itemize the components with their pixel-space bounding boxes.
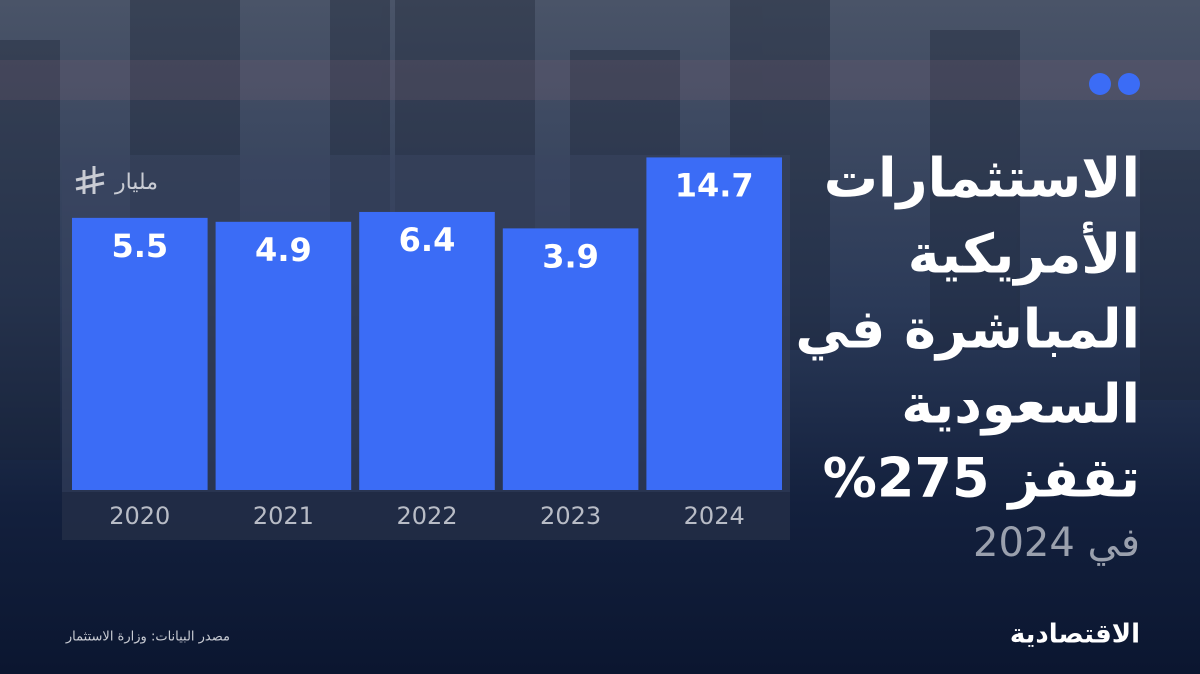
- value-label: 5.5: [111, 227, 168, 265]
- logo: الاقتصادية: [1010, 620, 1140, 650]
- title-line: المباشرة في: [795, 298, 1140, 361]
- bar: [359, 211, 495, 490]
- bar: [502, 228, 639, 490]
- source: مصدر البيانات: وزارة الاستثمار: [65, 630, 230, 645]
- value-label: 14.7: [675, 166, 754, 204]
- x-tick-label: 2021: [253, 502, 314, 530]
- x-tick-label: 2022: [396, 502, 457, 530]
- bar: [72, 217, 208, 491]
- riyal-symbol: [75, 166, 105, 194]
- x-tick-label: 2023: [540, 502, 601, 530]
- value-label: 3.9: [542, 237, 599, 275]
- dot: [1118, 73, 1140, 95]
- bar: [215, 221, 352, 490]
- flag-stripe: [0, 60, 1200, 100]
- title-line: السعودية: [901, 373, 1140, 436]
- x-tick-label: 2020: [109, 502, 170, 530]
- unit-label: مليار: [114, 170, 158, 195]
- value-label: 4.9: [255, 231, 312, 269]
- bar: [646, 157, 782, 490]
- dot: [1089, 73, 1111, 95]
- title: الاستثمارات الأمريكية المباشرة في السعود…: [795, 147, 1140, 566]
- title-line: الأمريكية: [908, 222, 1140, 286]
- axis-band: [62, 492, 790, 540]
- subtitle: في 2024: [973, 520, 1140, 566]
- value-label: 6.4: [399, 221, 456, 259]
- title-line: تقفز 275%: [823, 447, 1140, 510]
- x-tick-label: 2024: [684, 502, 745, 530]
- title-line: الاستثمارات: [824, 147, 1140, 210]
